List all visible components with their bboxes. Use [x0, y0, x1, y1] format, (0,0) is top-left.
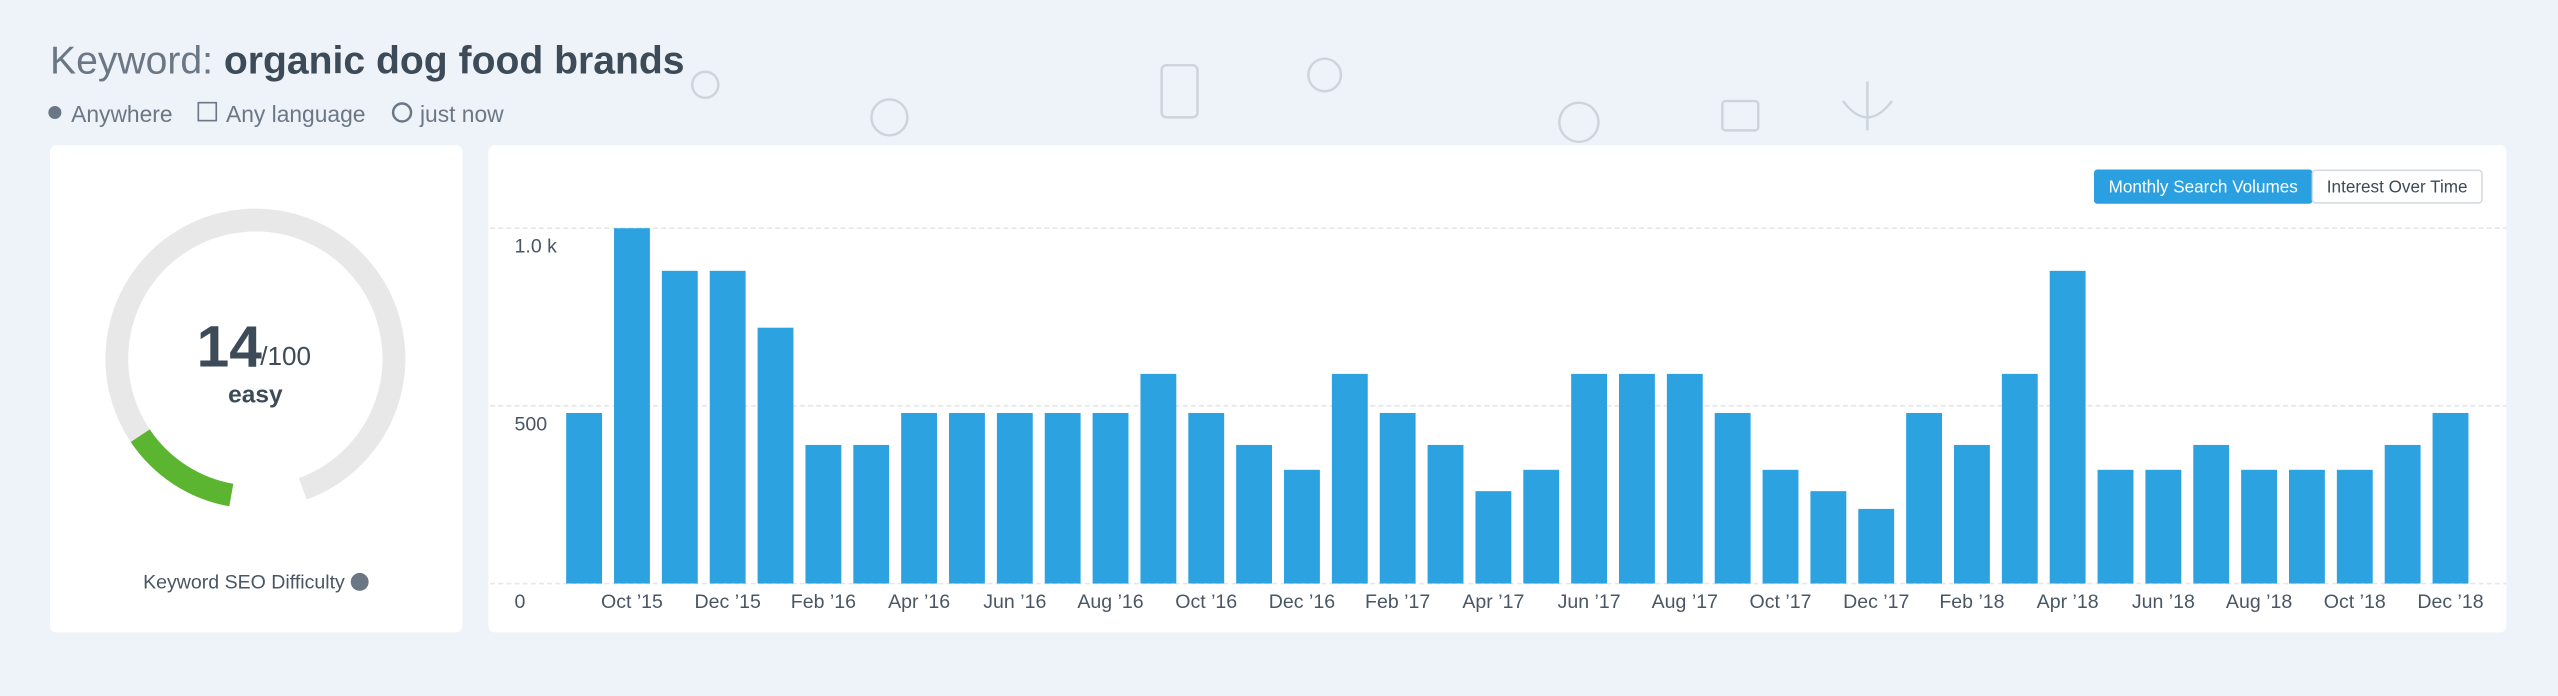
bar [1666, 373, 1703, 584]
bar [566, 412, 603, 584]
bar [1140, 373, 1177, 584]
bar [1427, 444, 1464, 584]
x-tick-label: Dec ’15 [695, 591, 761, 613]
x-tick-label: Jun ’16 [983, 591, 1046, 613]
x-tick-label: Dec ’18 [2417, 591, 2483, 613]
bar [1762, 469, 1799, 584]
bar [949, 412, 985, 584]
x-tick-label: Feb ’18 [1939, 591, 2004, 613]
bar [2001, 373, 2038, 584]
clock-icon [391, 102, 413, 123]
y-tick-label: 500 [515, 413, 548, 435]
language: Any language [226, 101, 365, 127]
x-tick-label: Oct ’17 [1750, 591, 1812, 613]
bar [1092, 412, 1129, 584]
bar [2288, 469, 2325, 584]
gauge [105, 208, 406, 507]
bar [2193, 444, 2230, 584]
bar [661, 270, 698, 584]
score: 14 [197, 315, 263, 380]
bar [996, 412, 1033, 584]
x-tick-label: Dec ’17 [1843, 591, 1909, 613]
x-tick-label: Aug ’18 [2226, 591, 2292, 613]
bar [614, 228, 650, 584]
tab-label[interactable]: Interest Over Time [2327, 177, 2468, 196]
bar [805, 444, 842, 584]
x-tick-label: Jun ’18 [2132, 591, 2195, 613]
location: Anywhere [71, 101, 172, 127]
bar [1714, 412, 1751, 584]
x-tick-label: Aug ’17 [1652, 591, 1718, 613]
bar [1044, 412, 1081, 584]
x-tick-label: Feb ’16 [791, 591, 856, 613]
tab-label[interactable]: Monthly Search Volumes [2109, 177, 2298, 196]
bar [1810, 491, 1847, 584]
bar [757, 327, 794, 584]
bar [1906, 412, 1943, 584]
difficulty-label: Keyword SEO Difficulty [143, 571, 345, 593]
y-tick-label: 0 [515, 591, 526, 613]
bar [2336, 469, 2373, 584]
x-tick-label: Aug ’16 [1077, 591, 1143, 613]
bar [2049, 270, 2086, 584]
gauge-track [105, 208, 406, 507]
bar [1523, 469, 1560, 584]
bar [2384, 444, 2421, 584]
bar [1571, 373, 1608, 584]
x-tick-label: Oct ’16 [1175, 591, 1237, 613]
x-tick-label: Jun ’17 [1558, 591, 1621, 613]
bar [1236, 444, 1273, 584]
language-icon [197, 101, 218, 122]
help-icon[interactable] [350, 572, 369, 591]
bar [1379, 412, 1416, 584]
bar [1331, 373, 1368, 584]
gauge-value [130, 429, 234, 507]
bar [1619, 373, 1655, 584]
bar [1858, 508, 1895, 584]
plot: 0 500 1.0 k Oct ’15 Dec ’15 Feb ’16 Apr ’16 Jun… [490, 227, 2507, 613]
x-tick-label: Oct ’15 [601, 591, 663, 613]
x-tick-label: Apr ’17 [1462, 591, 1524, 613]
bar [709, 270, 746, 584]
bar [1188, 412, 1225, 584]
bar [901, 412, 938, 584]
keyword: organic dog food brands [224, 39, 685, 82]
x-tick-label: Oct ’18 [2324, 591, 2386, 613]
bar [1954, 444, 1990, 584]
time: just now [419, 101, 504, 127]
bar [2432, 412, 2469, 584]
title: Keyword: organic dog food brands [50, 39, 685, 82]
bar [2241, 469, 2278, 584]
x-tick-label: Apr ’16 [888, 591, 950, 613]
bar [1475, 491, 1512, 584]
x-tick-label: Feb ’17 [1365, 591, 1430, 613]
tab-active[interactable] [2093, 169, 2313, 204]
pin-icon [48, 105, 62, 119]
score-suffix: /100 [260, 341, 311, 371]
x-tick-label: Apr ’18 [2037, 591, 2099, 613]
bar [2097, 469, 2134, 584]
bar [853, 444, 890, 584]
y-tick-label: 1.0 k [515, 236, 558, 258]
title-prefix: Keyword: [50, 39, 213, 82]
level: easy [228, 382, 283, 409]
tab[interactable] [2311, 169, 2483, 204]
bar [2145, 469, 2182, 584]
decorative-icons [690, 57, 1893, 144]
x-tick-label: Dec ’16 [1269, 591, 1335, 613]
bar [1284, 469, 1320, 584]
